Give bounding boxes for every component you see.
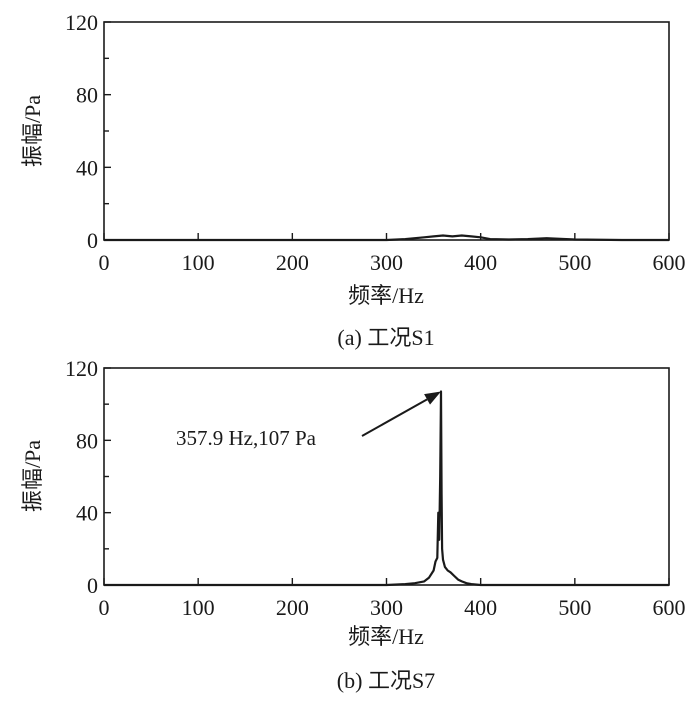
y-axis-label: 振幅/Pa xyxy=(20,95,45,167)
x-tick-label: 200 xyxy=(276,250,309,275)
panel-b: 0 40 80 120 0 100 200 300 400 500 600 357.9 Hz,10… xyxy=(20,356,686,693)
y-axis-label: 振幅/Pa xyxy=(20,440,45,512)
x-tick-label: 300 xyxy=(370,250,403,275)
x-tick-label: 600 xyxy=(653,250,686,275)
series-group xyxy=(104,234,669,242)
x-axis-label: 频率/Hz xyxy=(348,624,424,649)
y-tick-label: 80 xyxy=(76,428,98,453)
x-tick-label: 500 xyxy=(558,595,591,620)
y-tick-label: 120 xyxy=(65,10,98,35)
x-axis: 0 100 200 300 400 500 600 xyxy=(99,578,686,620)
peak-annotation-arrowhead xyxy=(424,391,441,405)
series-group xyxy=(104,390,669,587)
peak-annotation: 357.9 Hz,107 Pa xyxy=(176,391,441,450)
x-tick-label: 300 xyxy=(370,595,403,620)
y-axis: 0 40 80 120 xyxy=(65,356,111,598)
chart-caption: (a) 工况S1 xyxy=(337,325,434,350)
series-line xyxy=(104,390,669,587)
y-tick-label: 0 xyxy=(87,573,98,598)
y-tick-label: 40 xyxy=(76,501,98,526)
y-tick-label: 120 xyxy=(65,356,98,381)
x-tick-label: 400 xyxy=(464,595,497,620)
y-axis: 0 40 80 120 xyxy=(65,10,111,253)
x-tick-label: 400 xyxy=(464,250,497,275)
plot-frame xyxy=(103,21,670,241)
y-tick-label: 80 xyxy=(76,83,98,108)
x-tick-label: 0 xyxy=(99,595,110,620)
plot-frame xyxy=(103,367,670,586)
x-tick-label: 200 xyxy=(276,595,309,620)
peak-annotation-arrow xyxy=(361,398,428,437)
x-axis: 0 100 200 300 400 500 600 xyxy=(99,233,686,275)
peak-annotation-label: 357.9 Hz,107 Pa xyxy=(176,426,317,450)
panel-a: 0 40 80 120 0 100 200 300 400 500 600 振幅/Pa 频率/Hz… xyxy=(20,10,686,350)
x-tick-label: 100 xyxy=(182,595,215,620)
x-tick-label: 100 xyxy=(182,250,215,275)
x-tick-label: 0 xyxy=(99,250,110,275)
x-tick-label: 500 xyxy=(558,250,591,275)
chart-caption: (b) 工况S7 xyxy=(337,668,435,693)
x-axis-label: 频率/Hz xyxy=(348,283,424,308)
x-tick-label: 600 xyxy=(653,595,686,620)
series-line xyxy=(104,234,669,242)
y-tick-label: 0 xyxy=(87,228,98,253)
y-tick-label: 40 xyxy=(76,155,98,180)
